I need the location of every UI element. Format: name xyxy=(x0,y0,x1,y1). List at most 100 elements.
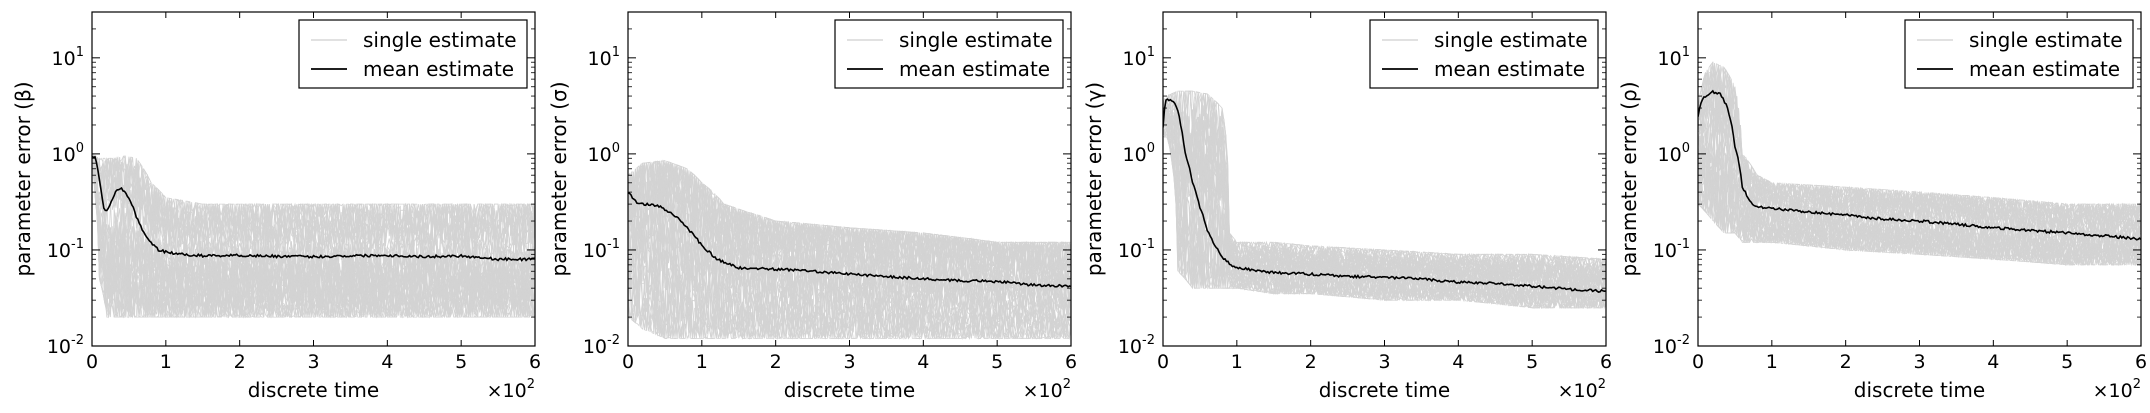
y-tick-base: 10 xyxy=(52,144,76,166)
x-tick-label: 2 xyxy=(1305,351,1317,373)
y-tick-base: 10 xyxy=(1658,144,1682,166)
y-tick-label: 10-1 xyxy=(1653,237,1690,262)
x-multiplier-base: ×10 xyxy=(487,380,527,402)
x-axis-multiplier: ×102 xyxy=(1023,377,1071,402)
x-tick-label: 1 xyxy=(696,351,708,373)
y-tick-label: 10-1 xyxy=(1118,237,1155,262)
y-tick-base: 10 xyxy=(52,48,76,70)
y-tick-exponent: -1 xyxy=(607,237,620,252)
y-tick-exponent: 0 xyxy=(612,141,620,156)
x-tick-label: 2 xyxy=(1840,351,1852,373)
legend-single-estimate-label: single estimate xyxy=(899,28,1053,52)
single-estimate-line xyxy=(628,234,1071,325)
legend-mean-estimate-label: mean estimate xyxy=(1434,57,1585,81)
y-tick-base: 10 xyxy=(1123,48,1147,70)
y-tick-base: 10 xyxy=(588,144,612,166)
single-estimate-line xyxy=(1698,143,2141,260)
y-tick-exponent: 1 xyxy=(612,45,620,60)
single-estimate-line xyxy=(1163,113,1606,294)
x-axis-label: discrete time xyxy=(1854,378,1985,402)
mean-estimate-line xyxy=(628,192,1071,288)
single-estimate-line xyxy=(1163,119,1606,309)
y-tick-label: 101 xyxy=(1658,45,1690,70)
legend-box xyxy=(834,19,1064,89)
y-tick-label: 100 xyxy=(1658,141,1690,166)
single-estimate-line xyxy=(628,239,1071,324)
y-tick-base: 10 xyxy=(588,48,612,70)
y-tick-base: 10 xyxy=(1118,336,1142,358)
mean-estimate-line xyxy=(1163,98,1606,293)
single-estimate-traces xyxy=(1163,90,1606,310)
legend-mean-estimate-label: mean estimate xyxy=(363,57,514,81)
y-tick-base: 10 xyxy=(47,336,71,358)
legend: single estimate mean estimate xyxy=(834,19,1064,89)
single-estimate-line xyxy=(1163,136,1606,310)
x-tick-label: 0 xyxy=(86,351,98,373)
single-estimate-traces xyxy=(628,159,1071,340)
y-tick-exponent: 1 xyxy=(1682,45,1690,60)
y-axis-label: parameter error (ρ) xyxy=(1617,81,1641,276)
legend: single estimate mean estimate xyxy=(298,19,528,89)
y-axis-label: parameter error (β) xyxy=(11,81,35,276)
x-multiplier-exponent: 2 xyxy=(1598,377,1606,392)
x-axis-label: discrete time xyxy=(784,378,915,402)
x-tick-label: 6 xyxy=(1600,351,1612,373)
y-tick-label: 101 xyxy=(52,45,84,70)
y-tick-label: 10-2 xyxy=(1653,333,1690,358)
x-tick-label: 1 xyxy=(1231,351,1243,373)
single-estimate-line xyxy=(1698,62,2141,225)
x-axis-multiplier: ×102 xyxy=(1558,377,1606,402)
x-tick-label: 0 xyxy=(622,351,634,373)
legend-single-estimate-label: single estimate xyxy=(363,28,517,52)
y-tick-exponent: -2 xyxy=(1142,333,1155,348)
single-estimate-line xyxy=(92,160,535,299)
y-tick-label: 10-1 xyxy=(583,237,620,262)
x-tick-label: 5 xyxy=(2061,351,2073,373)
single-estimate-line xyxy=(628,160,1071,281)
y-tick-label: 10-2 xyxy=(1118,333,1155,358)
plot-area xyxy=(92,153,535,319)
y-tick-label: 101 xyxy=(588,45,620,70)
x-axis-label: discrete time xyxy=(248,378,379,402)
y-tick-base: 10 xyxy=(1123,144,1147,166)
single-estimate-line xyxy=(1163,104,1606,281)
y-tick-base: 10 xyxy=(1118,240,1142,262)
single-estimate-line xyxy=(1163,101,1606,282)
legend: single estimate mean estimate xyxy=(1904,19,2134,89)
y-tick-base: 10 xyxy=(583,240,607,262)
single-estimate-line xyxy=(628,160,1071,272)
y-tick-base: 10 xyxy=(1653,336,1677,358)
y-tick-label: 100 xyxy=(52,141,84,166)
y-tick-exponent: 1 xyxy=(1147,45,1155,60)
single-estimate-line xyxy=(92,159,535,318)
plot-area xyxy=(1163,90,1606,310)
legend-box xyxy=(1369,19,1599,89)
mean-estimate-line xyxy=(1698,89,2141,241)
single-estimate-line xyxy=(1698,61,2141,224)
x-tick-label: 2 xyxy=(770,351,782,373)
x-tick-label: 5 xyxy=(991,351,1003,373)
x-tick-label: 5 xyxy=(1526,351,1538,373)
x-tick-label: 4 xyxy=(381,351,393,373)
single-estimate-line xyxy=(92,158,535,305)
y-tick-label: 10-2 xyxy=(583,333,620,358)
y-tick-exponent: -2 xyxy=(71,333,84,348)
x-multiplier-base: ×10 xyxy=(2093,380,2133,402)
x-tick-label: 3 xyxy=(1913,351,1925,373)
legend: single estimate mean estimate xyxy=(1369,19,1599,89)
x-multiplier-exponent: 2 xyxy=(1063,377,1071,392)
single-estimate-line xyxy=(628,222,1071,317)
y-tick-label: 101 xyxy=(1123,45,1155,70)
x-tick-label: 4 xyxy=(917,351,929,373)
single-estimate-line xyxy=(92,155,535,252)
x-tick-label: 5 xyxy=(455,351,467,373)
x-tick-label: 0 xyxy=(1157,351,1169,373)
single-estimate-line xyxy=(1163,90,1606,274)
y-tick-exponent: -1 xyxy=(71,237,84,252)
single-estimate-line xyxy=(92,153,535,240)
y-tick-exponent: -1 xyxy=(1677,237,1690,252)
x-tick-label: 3 xyxy=(1378,351,1390,373)
